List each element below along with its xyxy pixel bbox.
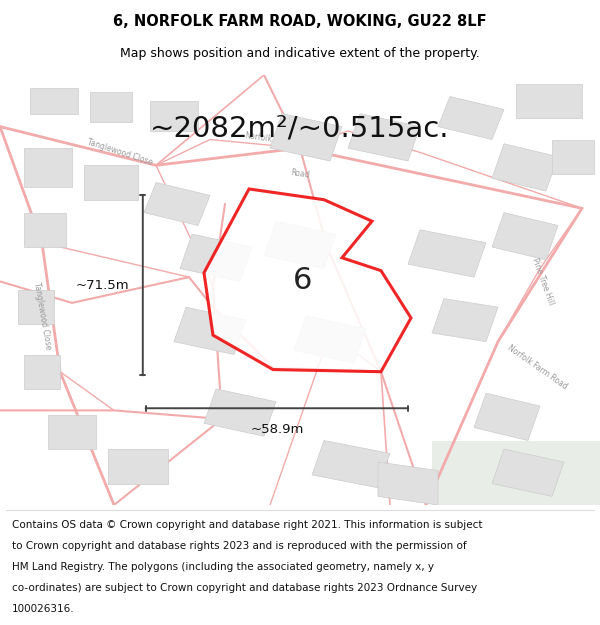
Polygon shape xyxy=(552,139,594,174)
Polygon shape xyxy=(432,299,498,342)
Polygon shape xyxy=(264,221,336,269)
Text: 6, NORFOLK FARM ROAD, WOKING, GU22 8LF: 6, NORFOLK FARM ROAD, WOKING, GU22 8LF xyxy=(113,14,487,29)
Text: HM Land Registry. The polygons (including the associated geometry, namely x, y: HM Land Registry. The polygons (includin… xyxy=(12,562,434,572)
Text: Tanglewood Close: Tanglewood Close xyxy=(86,138,154,168)
Polygon shape xyxy=(516,84,582,118)
Polygon shape xyxy=(24,148,72,187)
Polygon shape xyxy=(180,234,252,281)
Bar xyxy=(432,441,600,505)
Text: Norfolk: Norfolk xyxy=(244,131,272,144)
Polygon shape xyxy=(312,441,390,488)
Text: ~58.9m: ~58.9m xyxy=(250,423,304,436)
Polygon shape xyxy=(492,449,564,496)
Text: 100026316.: 100026316. xyxy=(12,604,74,614)
Polygon shape xyxy=(174,308,246,354)
Polygon shape xyxy=(378,462,438,505)
Polygon shape xyxy=(150,101,198,131)
Text: Contains OS data © Crown copyright and database right 2021. This information is : Contains OS data © Crown copyright and d… xyxy=(12,520,482,530)
Polygon shape xyxy=(348,114,420,161)
Text: 6: 6 xyxy=(293,266,313,295)
Polygon shape xyxy=(108,449,168,484)
Polygon shape xyxy=(438,96,504,139)
Polygon shape xyxy=(84,165,138,200)
Polygon shape xyxy=(30,88,78,114)
Polygon shape xyxy=(18,290,54,324)
Text: Road: Road xyxy=(290,168,310,180)
Text: ~71.5m: ~71.5m xyxy=(76,279,130,291)
Text: Map shows position and indicative extent of the property.: Map shows position and indicative extent… xyxy=(120,48,480,61)
Polygon shape xyxy=(24,213,66,247)
Polygon shape xyxy=(408,230,486,277)
Polygon shape xyxy=(474,393,540,441)
Text: to Crown copyright and database rights 2023 and is reproduced with the permissio: to Crown copyright and database rights 2… xyxy=(12,541,467,551)
Polygon shape xyxy=(204,389,276,436)
Polygon shape xyxy=(24,354,60,389)
Text: Pine Tree Hill: Pine Tree Hill xyxy=(530,257,556,306)
Polygon shape xyxy=(48,415,96,449)
Polygon shape xyxy=(492,213,558,260)
Text: co-ordinates) are subject to Crown copyright and database rights 2023 Ordnance S: co-ordinates) are subject to Crown copyr… xyxy=(12,583,477,593)
Text: Tanglewood Close: Tanglewood Close xyxy=(32,281,52,350)
Polygon shape xyxy=(144,182,210,226)
Polygon shape xyxy=(270,114,342,161)
Polygon shape xyxy=(492,144,558,191)
Text: ~2082m²/~0.515ac.: ~2082m²/~0.515ac. xyxy=(150,115,450,142)
Polygon shape xyxy=(294,316,366,363)
Polygon shape xyxy=(90,92,132,123)
Polygon shape xyxy=(204,189,411,372)
Text: Norfolk Farm Road: Norfolk Farm Road xyxy=(505,344,569,391)
